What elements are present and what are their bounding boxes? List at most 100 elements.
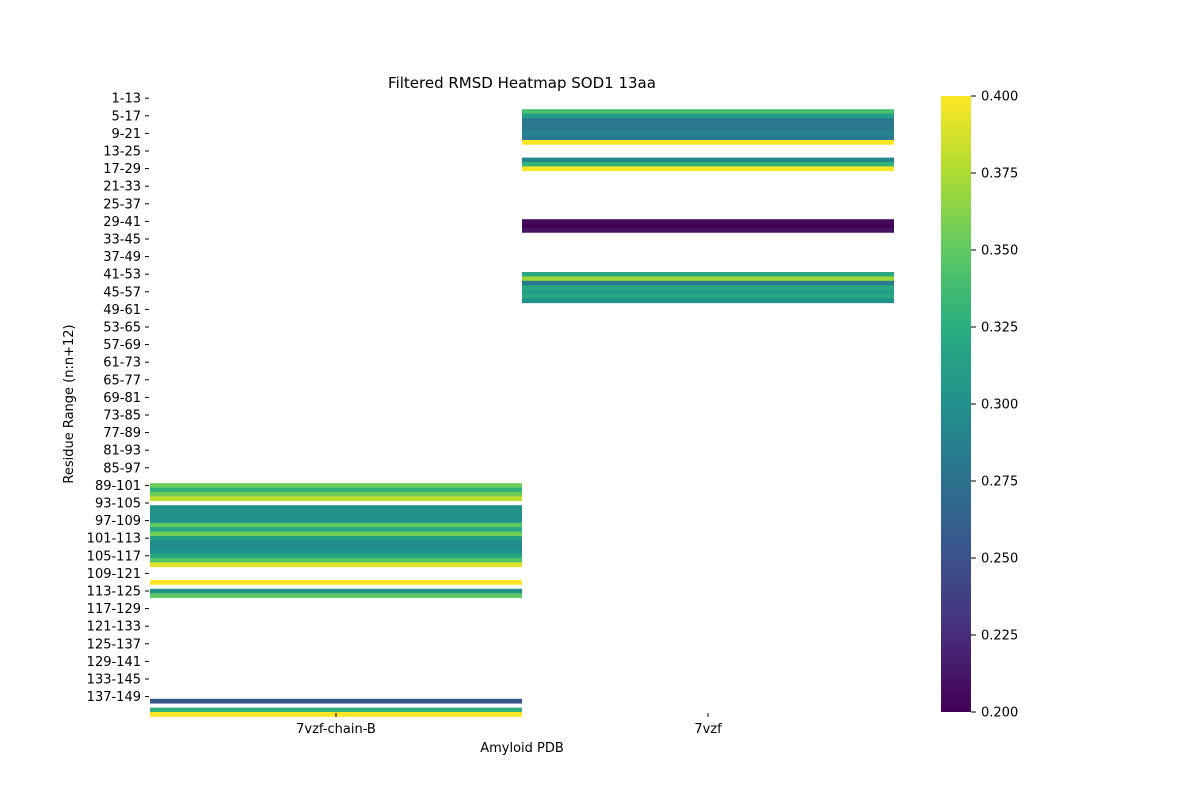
y-tick-label: 1-13: [111, 92, 141, 107]
y-tick-label: 81-93: [103, 444, 141, 459]
y-tick-label: 49-61: [103, 303, 141, 318]
heatmap-cell: [150, 505, 522, 510]
y-tick-label: 113-125: [87, 585, 141, 600]
y-tick-label: 69-81: [103, 391, 141, 406]
heatmap-cell: [522, 126, 894, 132]
heatmap-cell: [522, 276, 894, 282]
y-tick-label: 93-105: [95, 497, 141, 512]
heatmap-cell: [150, 531, 522, 537]
heatmap-cell: [150, 522, 522, 528]
heatmap-cell: [150, 514, 522, 519]
y-tick-label: 29-41: [103, 215, 141, 230]
heatmap-cell: [150, 549, 522, 554]
y-tick-label: 17-29: [103, 162, 141, 177]
heatmap-cell: [150, 509, 522, 515]
heatmap-cell: [522, 223, 894, 229]
heatmap-cell: [522, 118, 894, 123]
y-tick-label: 5-17: [111, 109, 141, 124]
y-tick-label: 97-109: [95, 514, 141, 529]
y-tick-label: 77-89: [103, 426, 141, 441]
heatmap-cell: [150, 518, 522, 524]
y-tick-label: 21-33: [103, 180, 141, 195]
heatmap-cell: [150, 527, 522, 532]
x-axis: 7vzf-chain-B 7vzf: [296, 713, 722, 737]
heatmap-cell: [522, 140, 894, 145]
y-tick-label: 73-85: [103, 409, 141, 424]
x-tick-label: 7vzf-chain-B: [296, 722, 376, 737]
y-tick-label: 121-133: [87, 620, 141, 635]
y-tick-label: 105-117: [87, 549, 141, 564]
heatmap-cell: [522, 228, 894, 233]
colorbar-tick-label: 0.375: [981, 167, 1018, 182]
heatmap-cell: [522, 166, 894, 172]
heatmap-cell: [150, 580, 522, 585]
heatmap-cell: [150, 707, 522, 713]
heatmap-cell: [150, 562, 522, 568]
y-tick-label: 53-65: [103, 321, 141, 336]
y-tick-label: 85-97: [103, 461, 141, 476]
heatmap-cell: [522, 298, 894, 304]
heatmap-cell: [150, 487, 522, 493]
chart-title: Filtered RMSD Heatmap SOD1 13aa: [388, 74, 656, 92]
colorbar-tick-label: 0.225: [981, 629, 1018, 644]
heatmap-cell: [150, 588, 522, 594]
heatmap-cell: [150, 593, 522, 598]
heatmap-cell: [150, 553, 522, 559]
y-tick-label: 25-37: [103, 197, 141, 212]
heatmap-cell: [522, 272, 894, 277]
heatmap-cell: [522, 135, 894, 141]
heatmap-cell: [522, 289, 894, 295]
y-tick-label: 57-69: [103, 338, 141, 353]
y-tick-label: 125-137: [87, 637, 141, 652]
y-axis: 1-13 5-17 9-21 13-25 17-29 21-33 25-37 29-41 33-…: [87, 92, 149, 705]
colorbar-tick-label: 0.200: [981, 706, 1018, 721]
colorbar-tick-label: 0.275: [981, 475, 1018, 490]
colorbar: [941, 96, 971, 712]
y-tick-label: 101-113: [87, 532, 141, 547]
heatmap-cell: [522, 131, 894, 136]
heatmap-cell: [150, 536, 522, 541]
y-tick-label: 61-73: [103, 356, 141, 371]
y-tick-label: 129-141: [87, 655, 141, 670]
y-tick-label: 37-49: [103, 250, 141, 265]
y-tick-label: 133-145: [87, 673, 141, 688]
y-tick-label: 65-77: [103, 373, 141, 388]
colorbar-axis: 0.200 0.225 0.250 0.275 0.300 0.325 0.350 0.375…: [971, 90, 1018, 721]
colorbar-tick-label: 0.250: [981, 552, 1018, 567]
heatmap-cell: [150, 698, 522, 704]
heatmap-cell: [522, 219, 894, 224]
heatmap-cell: [522, 109, 894, 114]
y-tick-label: 41-53: [103, 268, 141, 283]
colorbar-tick-label: 0.400: [981, 90, 1018, 105]
heatmap-cell: [522, 285, 894, 290]
y-tick-label: 109-121: [87, 567, 141, 582]
y-tick-label: 45-57: [103, 285, 141, 300]
heatmap-cell: [150, 540, 522, 546]
colorbar-tick-label: 0.325: [981, 321, 1018, 336]
heatmap-cell: [522, 162, 894, 167]
heatmap-cell: [150, 544, 522, 550]
y-axis-label: Residue Range (n:n+12): [62, 324, 77, 483]
heatmap-cell: [150, 483, 522, 488]
y-tick-label: 117-129: [87, 602, 141, 617]
heatmap-cell: [522, 122, 894, 128]
heatmap-cell: [522, 157, 894, 163]
y-tick-label: 137-149: [87, 690, 141, 705]
heatmap-cells: [150, 109, 894, 717]
x-tick-label: 7vzf: [694, 722, 722, 737]
x-axis-label: Amyloid PDB: [480, 741, 564, 756]
y-tick-label: 9-21: [111, 127, 141, 142]
heatmap-cell: [150, 558, 522, 563]
heatmap-cell: [522, 294, 894, 299]
colorbar-tick-label: 0.300: [981, 398, 1018, 413]
heatmap-cell: [150, 496, 522, 502]
y-tick-label: 89-101: [95, 479, 141, 494]
y-tick-label: 33-45: [103, 233, 141, 248]
colorbar-tick-label: 0.350: [981, 244, 1018, 259]
heatmap-cell: [522, 113, 894, 119]
heatmap-cell: [522, 280, 894, 286]
heatmap-cell: [150, 492, 522, 497]
y-tick-label: 13-25: [103, 145, 141, 160]
